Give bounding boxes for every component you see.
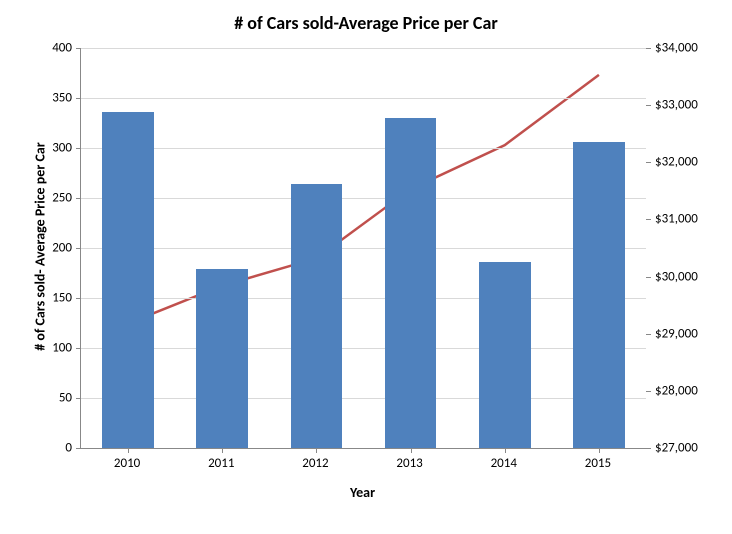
- y1-tick-mark: [76, 148, 81, 149]
- x-tick-label: 2010: [114, 456, 140, 471]
- x-tick-mark: [222, 448, 223, 453]
- gridline: [81, 148, 646, 149]
- y1-tick-label: 350: [38, 91, 72, 106]
- y2-tick-label: $32,000: [655, 155, 698, 170]
- y1-tick-label: 50: [38, 391, 72, 406]
- y1-tick-label: 100: [38, 341, 72, 356]
- gridline: [81, 348, 646, 349]
- x-tick-label: 2013: [396, 456, 422, 471]
- y1-tick-mark: [76, 248, 81, 249]
- gridline: [81, 48, 646, 49]
- y2-tick-mark: [646, 277, 651, 278]
- y1-tick-label: 0: [38, 441, 72, 456]
- y1-tick-mark: [76, 348, 81, 349]
- y1-tick-mark: [76, 48, 81, 49]
- y2-tick-mark: [646, 448, 651, 449]
- y1-tick-label: 250: [38, 191, 72, 206]
- gridline: [81, 298, 646, 299]
- y2-tick-mark: [646, 48, 651, 49]
- chart-title: # of Cars sold-Average Price per Car: [0, 12, 732, 34]
- y1-tick-mark: [76, 298, 81, 299]
- y1-tick-label: 400: [38, 41, 72, 56]
- y1-tick-mark: [76, 98, 81, 99]
- bar: [291, 184, 343, 448]
- y1-tick-mark: [76, 398, 81, 399]
- y1-tick-label: 150: [38, 291, 72, 306]
- bar: [385, 118, 437, 448]
- y1-tick-mark: [76, 198, 81, 199]
- x-tick-mark: [599, 448, 600, 453]
- chart-container: # of Cars sold-Average Price per Car # o…: [0, 0, 732, 534]
- x-tick-label: 2015: [585, 456, 611, 471]
- y2-tick-mark: [646, 334, 651, 335]
- plot-area: [80, 48, 646, 449]
- x-tick-mark: [505, 448, 506, 453]
- y1-tick-label: 300: [38, 141, 72, 156]
- y1-tick-mark: [76, 448, 81, 449]
- bar: [479, 262, 531, 448]
- x-tick-mark: [128, 448, 129, 453]
- x-tick-label: 2014: [491, 456, 517, 471]
- y2-tick-label: $28,000: [655, 383, 698, 398]
- gridline: [81, 398, 646, 399]
- y2-tick-mark: [646, 219, 651, 220]
- y2-tick-mark: [646, 162, 651, 163]
- gridline: [81, 98, 646, 99]
- bar: [102, 112, 154, 448]
- bar: [196, 269, 248, 448]
- x-tick-mark: [316, 448, 317, 453]
- y2-tick-mark: [646, 105, 651, 106]
- x-tick-label: 2012: [302, 456, 328, 471]
- y2-tick-label: $30,000: [655, 269, 698, 284]
- y2-tick-label: $34,000: [655, 41, 698, 56]
- y2-tick-label: $27,000: [655, 441, 698, 456]
- y2-tick-label: $31,000: [655, 212, 698, 227]
- y2-tick-label: $33,000: [655, 98, 698, 113]
- x-tick-mark: [411, 448, 412, 453]
- y1-tick-label: 200: [38, 241, 72, 256]
- y2-tick-mark: [646, 391, 651, 392]
- y2-tick-label: $29,000: [655, 326, 698, 341]
- bar: [573, 142, 625, 448]
- gridline: [81, 198, 646, 199]
- gridline: [81, 248, 646, 249]
- x-tick-label: 2011: [208, 456, 234, 471]
- x-axis-label: Year: [80, 484, 645, 501]
